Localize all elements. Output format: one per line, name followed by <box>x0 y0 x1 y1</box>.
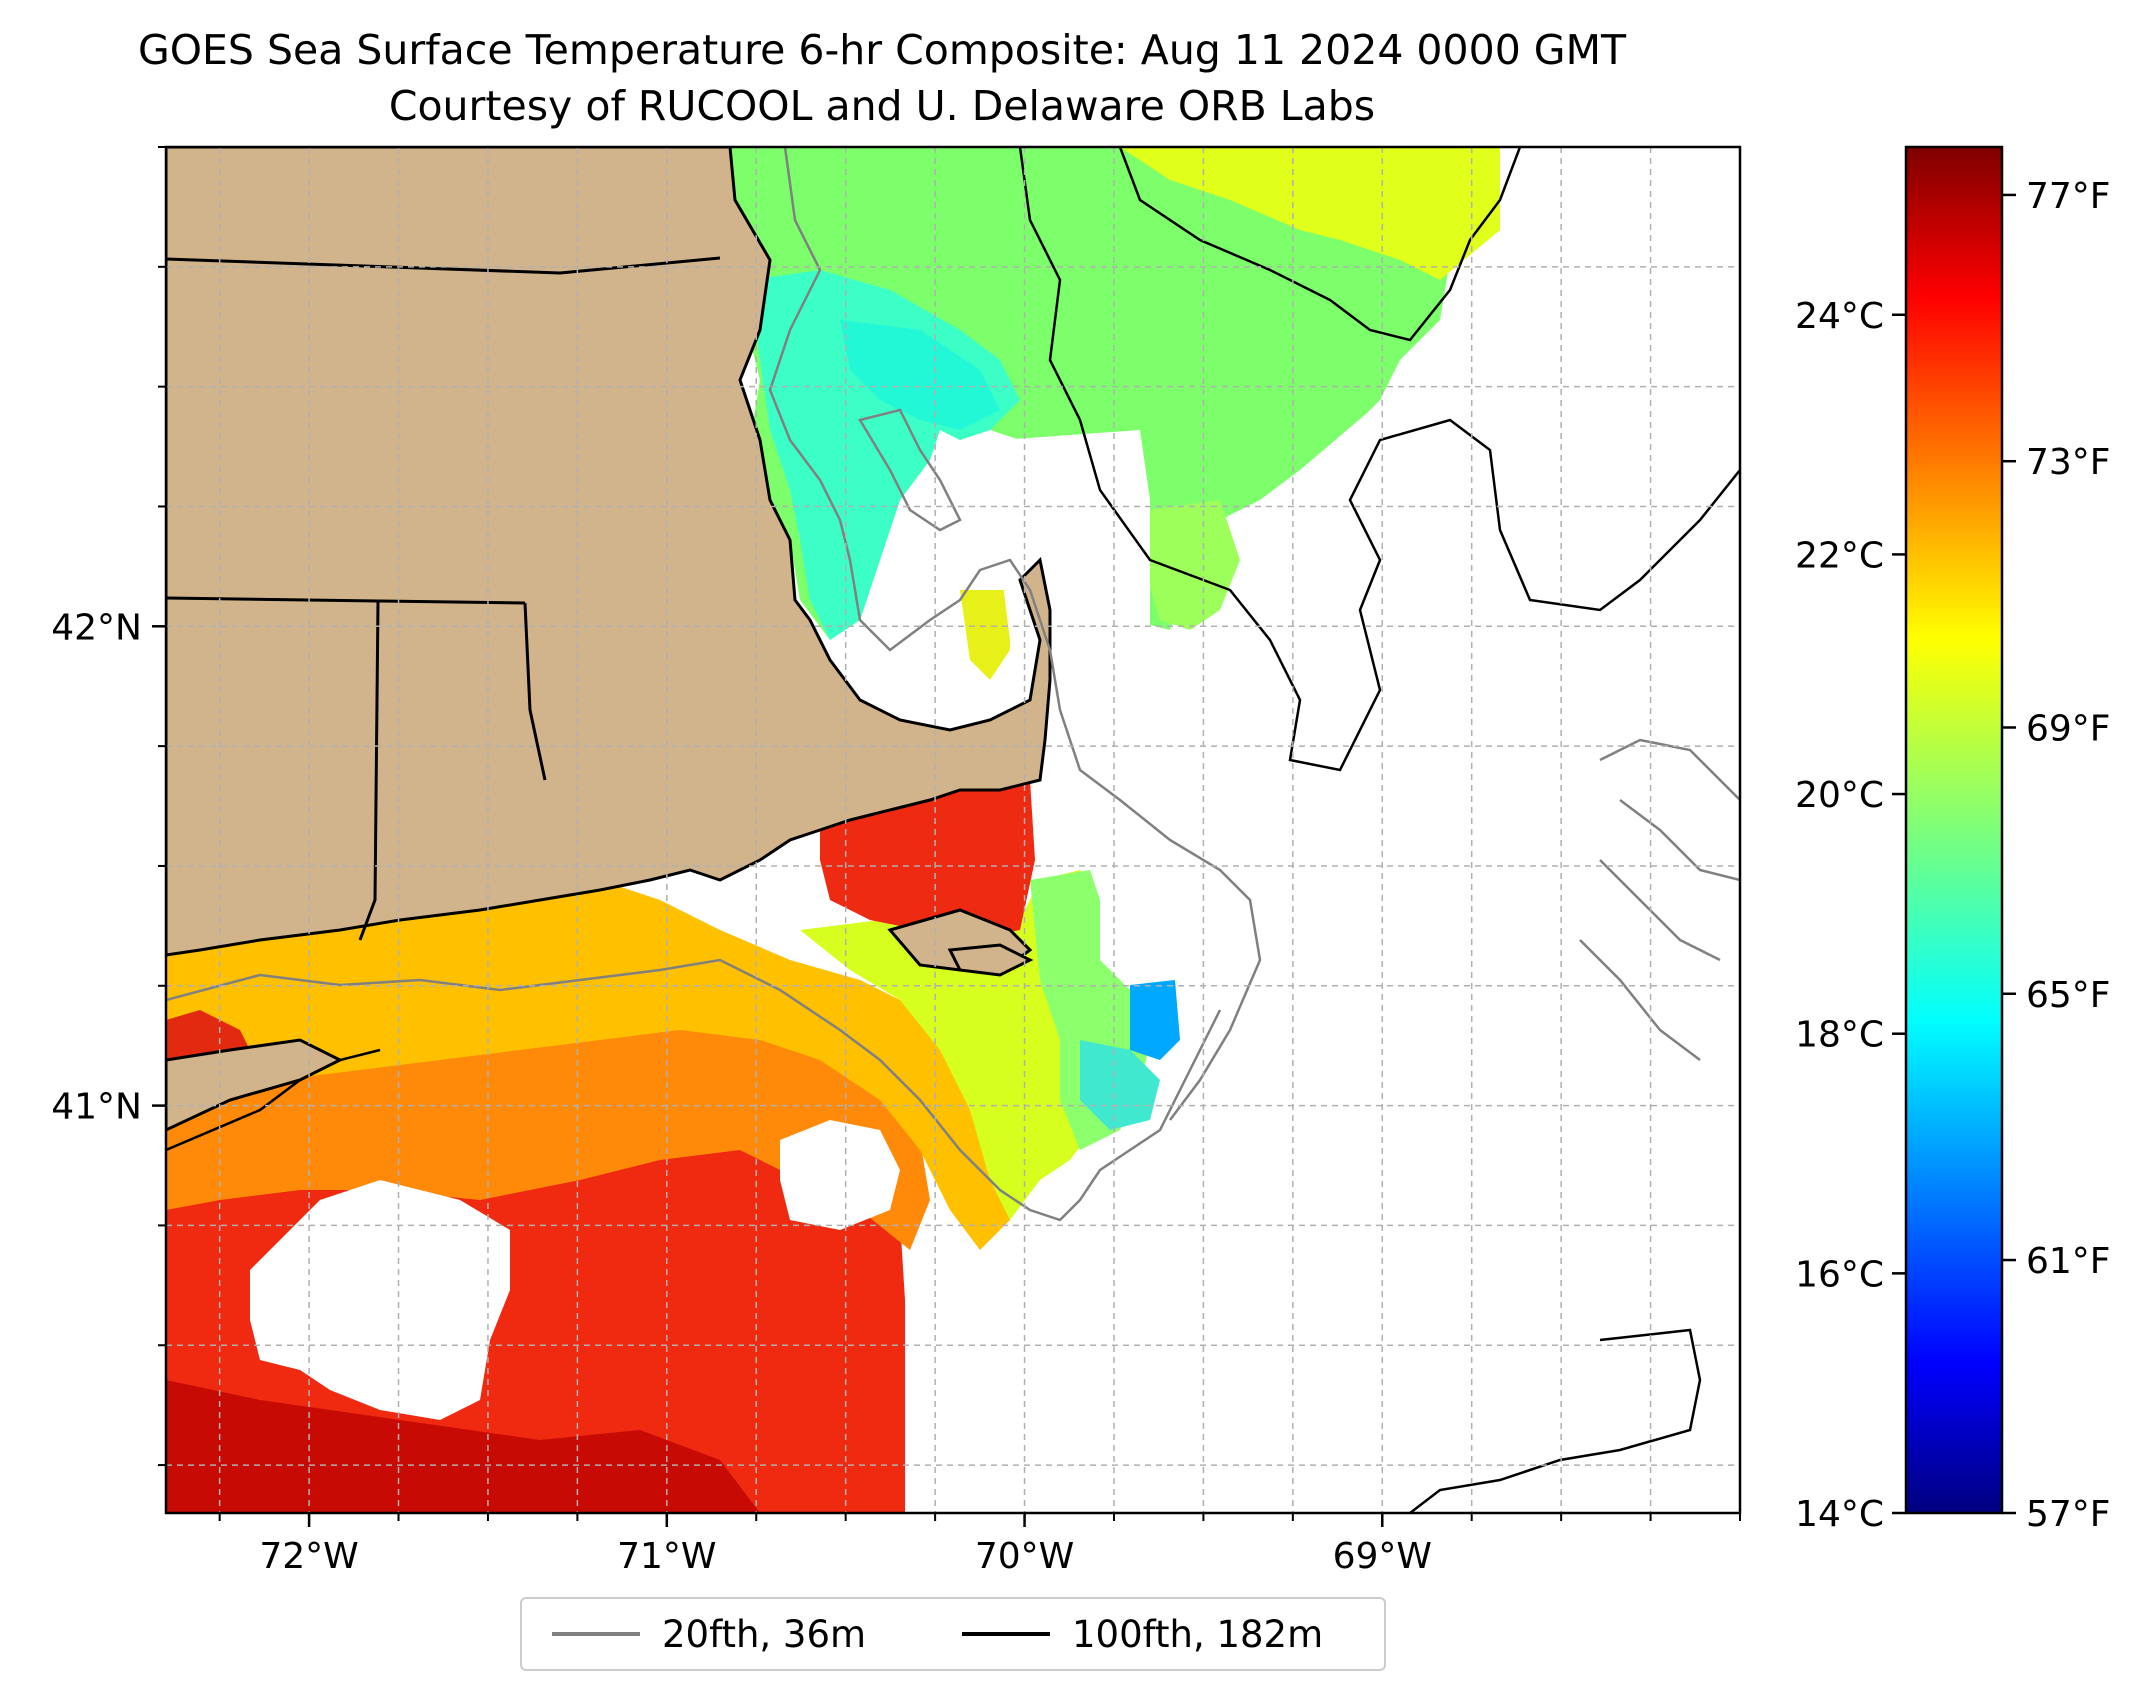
legend: 20fth, 36m 100fth, 182m <box>520 1597 1386 1671</box>
contour-20fth <box>166 147 1740 1222</box>
colorbar-fahrenheit-label: 57°F <box>2026 1494 2111 1535</box>
sst-cyan-spot <box>1080 1040 1160 1130</box>
contour-20fth-coast <box>768 147 1262 1121</box>
colorbar-celsius-label: 22°C <box>1795 535 1884 576</box>
colorbar-celsius-label: 14°C <box>1795 1494 1884 1535</box>
legend-label-100fth: 100fth, 182m <box>1072 1612 1324 1656</box>
sst-green-patch-east <box>1145 500 1240 630</box>
colorbar-celsius-label: 16°C <box>1795 1254 1884 1295</box>
contour-20fth-shelf <box>166 958 1222 1222</box>
lat-tick-label: 41°N <box>51 1087 142 1128</box>
colorbar-celsius-label: 18°C <box>1795 1015 1884 1056</box>
colorbar <box>1904 145 2004 1515</box>
sst-yellow-northeast <box>1120 147 1500 280</box>
gridlines <box>166 147 1740 1513</box>
legend-entry-100fth: 100fth, 182m <box>962 1599 1323 1669</box>
sst-cyan-core <box>840 320 1000 430</box>
sst-cool-spot <box>1130 980 1180 1060</box>
contour-20fth-stellwagen <box>858 408 962 532</box>
map-frame <box>164 145 1742 1515</box>
colorbar-celsius-label: 20°C <box>1795 775 1884 816</box>
state-borders <box>166 256 721 941</box>
contour-100fth-shelf <box>166 1048 381 1152</box>
cloud-hole-southwest <box>250 1180 510 1420</box>
sst-yellow-cape <box>960 590 1010 680</box>
contour-20fth-banks <box>1579 738 1740 1061</box>
figure-title: GOES Sea Surface Temperature 6-hr Compos… <box>137 26 1627 74</box>
legend-line-black <box>962 1632 1050 1636</box>
sst-deep-red-south <box>166 1380 760 1513</box>
sst-green-north <box>730 147 1500 640</box>
contour-100fth-gulf-2 <box>1118 147 1522 342</box>
sst-yellow-coastal <box>166 880 1010 1250</box>
figure-subtitle: Courtesy of RUCOOL and U. Delaware ORB L… <box>388 82 1376 130</box>
border-ma-ri <box>523 602 547 781</box>
contour-100fth <box>166 147 1740 1513</box>
sst-red-vineyard <box>820 780 1035 940</box>
cloud-hole-south-center <box>780 1120 900 1230</box>
colorbar-ticks: 14°C 16°C 18°C 20°C 22°C 24°C 57°F 61°F 65°F 69°F… <box>1795 176 2110 1535</box>
lon-tick-label: 70°W <box>975 1536 1074 1577</box>
colorbar-fahrenheit-label: 77°F <box>2026 176 2111 217</box>
lat-tick-label: 42°N <box>51 607 142 648</box>
colorbar-fahrenheit-label: 69°F <box>2026 708 2111 749</box>
colorbar-fahrenheit-label: 73°F <box>2026 442 2111 483</box>
colorbar-celsius-label: 24°C <box>1795 296 1884 337</box>
colorbar-fahrenheit-label: 65°F <box>2026 975 2111 1016</box>
lon-tick-label: 69°W <box>1333 1536 1432 1577</box>
border-ct-ri <box>358 600 380 941</box>
lon-tick-label: 71°W <box>617 1536 716 1577</box>
legend-entry-20fth: 20fth, 36m <box>552 1599 866 1669</box>
contour-100fth-gulf <box>1018 147 1740 772</box>
nantucket <box>947 943 1034 977</box>
colorbar-fahrenheit-label: 61°F <box>2026 1241 2111 1282</box>
legend-line-gray <box>552 1632 640 1636</box>
map-axis-ticks: 72°W 71°W 70°W 69°W 42°N 41°N <box>51 146 1741 1577</box>
cloud-hole-east <box>1090 147 1740 1513</box>
legend-label-20fth: 20fth, 36m <box>662 1612 867 1656</box>
contour-100fth-south <box>1409 1328 1702 1513</box>
lon-tick-label: 72°W <box>259 1536 358 1577</box>
